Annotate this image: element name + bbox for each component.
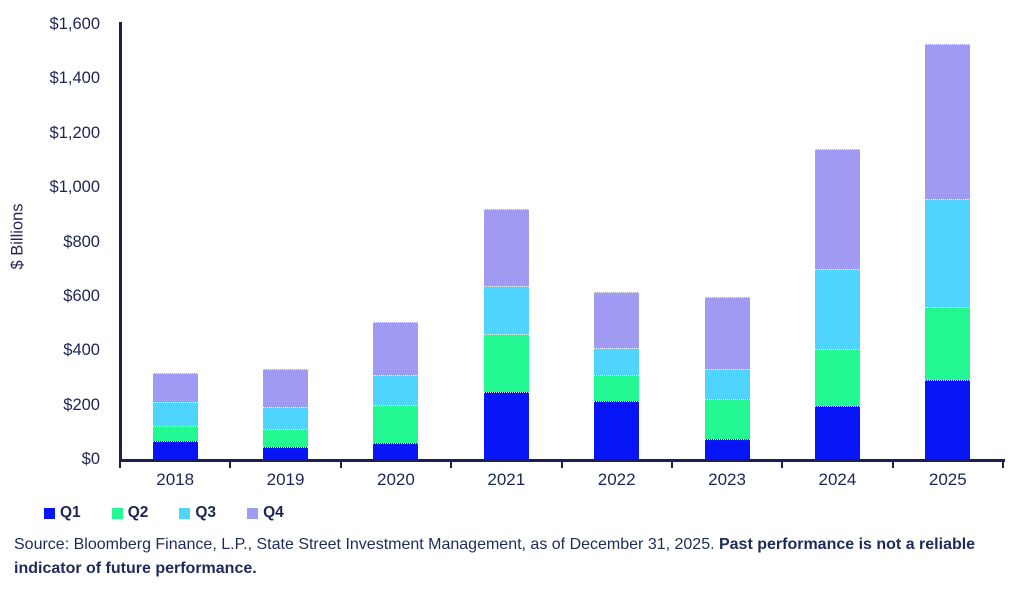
bar-segment-q3-2020 <box>373 374 419 405</box>
x-axis-tick-mark <box>229 462 232 468</box>
legend-item-q2: Q2 <box>111 504 149 522</box>
legend-label-q1: Q1 <box>60 504 81 521</box>
x-tick-label-2022: 2022 <box>597 470 636 489</box>
bar-segment-q3-2022 <box>594 347 640 375</box>
bar-segment-q1-2023 <box>704 438 750 459</box>
y-tick-label-1400: $1,400 <box>49 69 100 88</box>
bar-segment-q3-2025 <box>925 199 971 307</box>
bar-segment-q4-2018 <box>152 373 198 402</box>
x-axis-tick-mark <box>450 462 453 468</box>
y-tick-label-1000: $1,000 <box>49 178 100 197</box>
legend-item-q4: Q4 <box>247 504 284 522</box>
y-tick-label-400: $400 <box>63 341 100 360</box>
plot-area <box>120 24 1003 459</box>
legend-label-q2: Q2 <box>127 504 149 521</box>
q3-swatch-icon <box>179 507 191 519</box>
x-axis-line <box>119 459 1005 462</box>
bar-segment-q4-2025 <box>925 44 971 200</box>
bar-segment-q2-2025 <box>925 306 971 381</box>
q2-swatch-icon <box>111 507 123 519</box>
x-axis-tick-mark <box>119 462 121 468</box>
bar-segment-q2-2022 <box>594 374 640 401</box>
bar-segment-q1-2022 <box>594 400 640 459</box>
source-note: Source: Bloomberg Finance, L.P., State S… <box>14 533 1024 581</box>
legend-item-q3: Q3 <box>179 504 216 522</box>
legend-label-q3: Q3 <box>195 504 217 521</box>
x-tick-label-2018: 2018 <box>156 470 195 489</box>
x-tick-label-2023: 2023 <box>708 470 746 489</box>
bar-segment-q3-2021 <box>483 286 529 334</box>
bar-segment-q1-2024 <box>814 405 860 459</box>
y-tick-label-800: $800 <box>63 232 100 251</box>
bar-segment-q2-2018 <box>152 426 198 442</box>
bar-segment-q2-2024 <box>814 348 860 406</box>
bar-segment-q3-2018 <box>152 401 198 427</box>
x-axis-tick-mark <box>339 462 342 468</box>
bar-segment-q2-2021 <box>483 333 529 393</box>
bar-segment-q4-2019 <box>263 369 309 408</box>
bar-segment-q1-2018 <box>152 441 198 459</box>
bar-segment-q4-2022 <box>594 291 640 348</box>
y-tick-label-200: $200 <box>63 395 100 414</box>
bar-segment-q2-2023 <box>704 399 750 439</box>
x-axis-tick-mark <box>670 462 673 468</box>
bar-segment-q2-2020 <box>373 404 419 443</box>
source-text: Source: Bloomberg Finance, L.P., State S… <box>14 536 719 553</box>
x-tick-label-2020: 2020 <box>377 470 415 489</box>
x-axis-tick-mark <box>560 462 563 468</box>
bar-segment-q4-2020 <box>373 321 419 375</box>
x-axis-tick-mark <box>1002 462 1004 468</box>
y-tick-label-0: $0 <box>81 450 100 468</box>
bar-segment-q1-2020 <box>373 442 419 459</box>
bar-segment-q4-2021 <box>483 208 529 287</box>
x-tick-label-2025: 2025 <box>928 470 967 489</box>
x-axis-tick-mark <box>781 462 784 468</box>
bar-segment-q1-2025 <box>925 380 971 459</box>
bar-segment-q4-2023 <box>704 297 750 370</box>
x-tick-label-2024: 2024 <box>818 470 857 489</box>
legend-item-q1: Q1 <box>44 504 81 522</box>
y-tick-label-600: $600 <box>63 286 100 305</box>
y-axis-line <box>119 22 122 460</box>
x-axis-tick-mark <box>891 462 894 468</box>
bar-segment-q4-2024 <box>814 149 860 269</box>
bar-segment-q1-2021 <box>483 392 529 459</box>
bar-segment-q3-2024 <box>814 268 860 349</box>
legend: Q1 Q2 Q3 Q4 <box>44 504 315 522</box>
x-tick-label-2021: 2021 <box>487 470 526 489</box>
y-tick-label-1600: $1,600 <box>49 15 100 33</box>
q1-swatch-icon <box>44 507 55 519</box>
x-tick-label-2019: 2019 <box>266 470 305 489</box>
bar-segment-q2-2019 <box>263 429 309 447</box>
y-tick-label-1200: $1,200 <box>49 123 100 142</box>
q4-swatch-icon <box>247 507 259 519</box>
bar-segment-q3-2023 <box>704 369 750 400</box>
bar-segment-q3-2019 <box>263 407 309 430</box>
bar-segment-q1-2019 <box>263 446 309 459</box>
legend-label-q4: Q4 <box>263 504 284 521</box>
source-disclaimer-text: Past performance is not a reliable indic… <box>14 536 976 577</box>
